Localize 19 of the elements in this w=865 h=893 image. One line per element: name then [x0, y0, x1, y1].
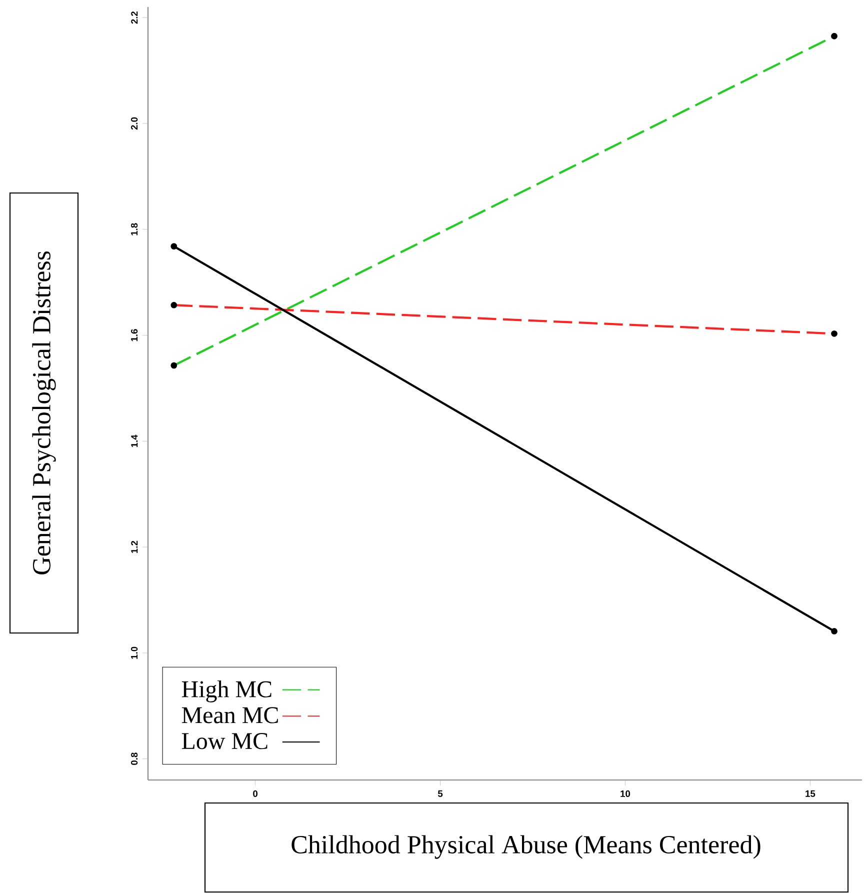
x-tick-label: 10 — [620, 790, 630, 797]
point — [170, 243, 178, 250]
y-tick-label: 1.2 — [131, 540, 138, 553]
legend-label: Low MC — [182, 733, 268, 750]
y-tick-label: 1.8 — [131, 223, 138, 236]
y-tick-label: 0.8 — [131, 752, 138, 765]
y-tick-label: 2.0 — [131, 117, 138, 130]
y-tick-label: 1.0 — [131, 646, 138, 659]
point — [831, 628, 838, 634]
x-axis-title: Childhood Physical Abuse (Means Centered) — [292, 835, 760, 859]
y-axis-title: General Psychological Distress — [32, 251, 56, 574]
x-tick-label: 0 — [253, 790, 258, 797]
legend-label: Mean MC — [182, 707, 278, 724]
y-tick-label: 1.6 — [131, 329, 138, 342]
y-tick-label: 2.2 — [131, 11, 138, 24]
y-tick-label: 1.4 — [131, 434, 138, 448]
x-tick-label: 15 — [806, 790, 816, 797]
x-tick-label: 5 — [438, 790, 443, 797]
legend-label: High MC — [182, 680, 272, 702]
